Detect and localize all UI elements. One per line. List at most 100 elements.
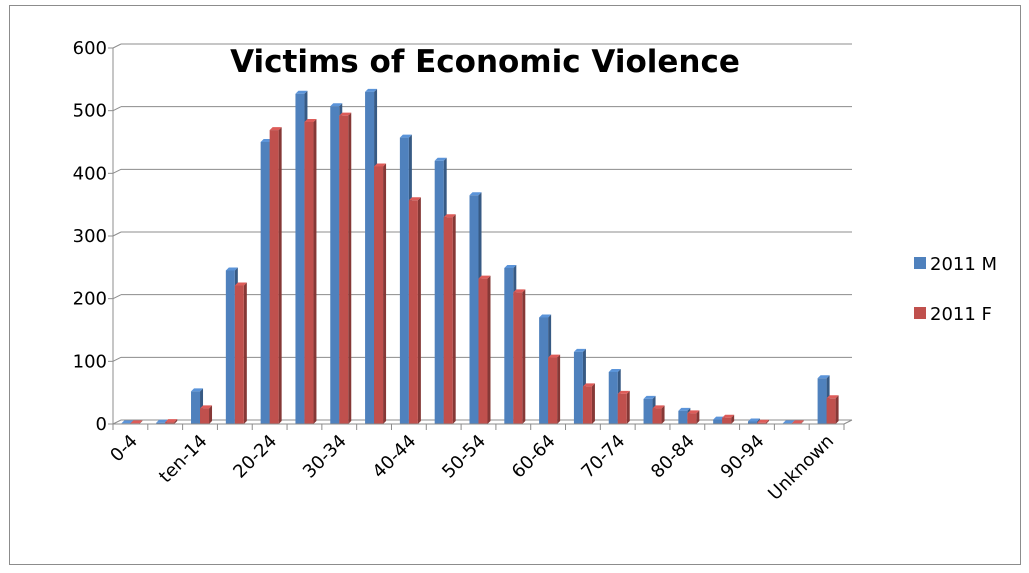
bar-top (121, 420, 134, 424)
bar-top (782, 420, 795, 424)
legend-swatch (914, 257, 926, 269)
bar (234, 282, 247, 424)
bar-top (756, 419, 769, 423)
bar-front (817, 378, 827, 424)
bar (756, 419, 769, 424)
bar (722, 414, 735, 424)
bar-top (504, 264, 517, 268)
bar-front (678, 410, 688, 424)
bar-top (747, 418, 760, 422)
bar-side (487, 275, 491, 424)
bar-front (478, 278, 488, 424)
y-tick-label: 100 (73, 351, 107, 372)
bar-side (835, 395, 839, 424)
bar-top (408, 197, 421, 201)
bar-top (608, 368, 621, 372)
bar-top (678, 407, 691, 411)
bar (269, 127, 282, 425)
bar (548, 354, 561, 424)
bar (443, 214, 456, 424)
bar-front (330, 106, 340, 424)
bar-top (643, 395, 656, 399)
bar-top (617, 390, 630, 394)
gridline-depth (112, 231, 122, 237)
legend-label: 2011 F (930, 304, 992, 325)
y-tick-label: 0 (96, 414, 107, 435)
bar-side (452, 214, 456, 424)
x-tick-label: 50-54 (438, 431, 490, 483)
bar-front (234, 285, 244, 424)
bar-front (713, 419, 723, 424)
bar-top (269, 127, 282, 131)
x-tick-label: 60-64 (508, 431, 560, 483)
bar-top (478, 275, 491, 279)
gridline-depth (112, 168, 122, 174)
bar-top (156, 419, 169, 423)
bar-side (139, 420, 143, 424)
bar-top (165, 419, 178, 423)
x-tick-label: 0-4 (106, 431, 142, 467)
x-tick-label: ten-14 (155, 431, 212, 488)
bar-front (722, 417, 732, 424)
bar-front (165, 422, 175, 424)
bar-top (200, 405, 213, 409)
bar-top (225, 267, 238, 271)
floor-edge (843, 419, 853, 425)
bar-top (722, 414, 735, 418)
gridline-depth (112, 43, 122, 49)
legend-swatch (914, 307, 926, 319)
bar (200, 405, 213, 424)
bar-front (443, 217, 453, 424)
bar-front (399, 137, 409, 424)
bar-front (826, 398, 836, 424)
bar-top (330, 103, 343, 107)
axes (108, 47, 853, 430)
bar-front (225, 270, 235, 424)
bar-front (573, 351, 583, 424)
y-tick-label: 200 (73, 289, 107, 310)
bar-front (469, 195, 479, 424)
bar-front (608, 371, 618, 424)
bar-front (156, 422, 166, 424)
x-tick-label: 70-74 (577, 431, 629, 483)
bar-front (539, 317, 549, 424)
bar-top (130, 420, 143, 424)
bar-top (539, 314, 552, 318)
bar-side (765, 419, 769, 424)
bar-side (313, 118, 317, 425)
x-tick-label: 30-34 (299, 431, 351, 483)
y-tick-label: 300 (73, 226, 107, 247)
bar-top (374, 163, 387, 167)
bar-front (365, 91, 375, 424)
x-tick-label: 80-84 (647, 431, 699, 483)
bar-front (408, 200, 418, 424)
bar-side (348, 112, 352, 425)
x-tick-label: 20-24 (229, 431, 281, 483)
bar-side (661, 405, 665, 424)
bar-top (234, 282, 247, 286)
y-tick-labels: 0 100 200 300 400 500 600 (73, 38, 107, 435)
bar-side (209, 405, 213, 424)
bar-side (696, 410, 700, 424)
bar (339, 112, 352, 425)
bars (121, 88, 839, 425)
y-tick-label: 500 (73, 101, 107, 122)
bar-top (434, 157, 447, 161)
bar-front (434, 160, 444, 425)
bar-top (191, 388, 204, 392)
bar-side (522, 289, 526, 424)
bar-side (383, 163, 387, 424)
bar-side (591, 383, 595, 424)
gridline-depth (112, 419, 122, 425)
bar-top (399, 134, 412, 138)
bar-top (469, 192, 482, 196)
chart-title: Victims of Economic Violence (230, 44, 740, 80)
bar (582, 383, 595, 424)
bar (304, 118, 317, 425)
bar-front (652, 408, 662, 424)
bar-front (747, 421, 757, 424)
bar-side (800, 420, 804, 424)
bar-front (260, 142, 270, 424)
bar-top (443, 214, 456, 218)
bar-front (756, 422, 766, 424)
